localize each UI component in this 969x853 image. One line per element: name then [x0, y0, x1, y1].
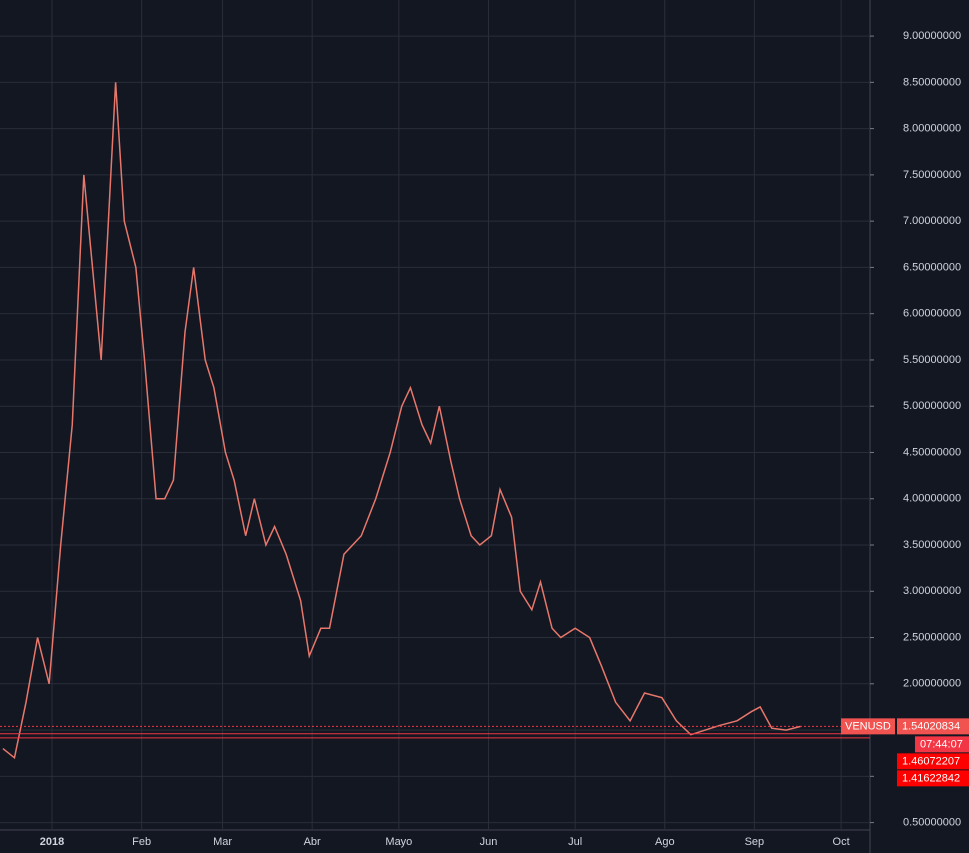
y-tick-label: 7.00000000: [903, 215, 961, 227]
y-tick-label: 6.50000000: [903, 261, 961, 273]
y-tick-label: 5.00000000: [903, 400, 961, 412]
price-tag: [897, 770, 969, 787]
x-tick-label: Jun: [480, 836, 498, 848]
symbol-tag: [841, 718, 895, 735]
price-tag-label: 1.46072207: [902, 755, 960, 767]
price-tag-label: 1.41622842: [902, 772, 960, 784]
y-tick-label: 2.50000000: [903, 631, 961, 643]
price-tag: [897, 753, 969, 770]
price-tag-label: 1.54020834: [902, 720, 960, 732]
x-tick-label: 2018: [40, 836, 64, 848]
y-tick-label: 6.00000000: [903, 308, 961, 320]
y-tick-label: 0.50000000: [903, 817, 961, 829]
price-line: [2, 82, 801, 760]
y-tick-label: 8.00000000: [903, 123, 961, 135]
y-tick-label: 7.50000000: [903, 169, 961, 181]
y-tick-label: 2.00000000: [903, 678, 961, 690]
y-tick-label: 4.00000000: [903, 493, 961, 505]
timer-tag: [915, 736, 969, 753]
y-tick-label: 3.50000000: [903, 539, 961, 551]
x-tick-label: Ago: [655, 836, 675, 848]
price-tag: [897, 718, 969, 735]
x-tick-label: Mar: [213, 836, 232, 848]
x-tick-label: Abr: [304, 836, 321, 848]
symbol-tag-label: VENUSD: [845, 720, 891, 732]
y-tick-label: 5.50000000: [903, 354, 961, 366]
x-tick-label: Feb: [132, 836, 151, 848]
x-tick-label: Oct: [833, 836, 850, 848]
x-tick-label: Mayo: [385, 836, 412, 848]
x-tick-label: Jul: [568, 836, 582, 848]
y-tick-label: 3.00000000: [903, 585, 961, 597]
timer-tag-label: 07:44:07: [920, 738, 963, 750]
y-tick-label: 8.50000000: [903, 76, 961, 88]
y-tick-label: 9.00000000: [903, 30, 961, 42]
y-tick-label: 4.50000000: [903, 446, 961, 458]
x-tick-label: Sep: [745, 836, 765, 848]
